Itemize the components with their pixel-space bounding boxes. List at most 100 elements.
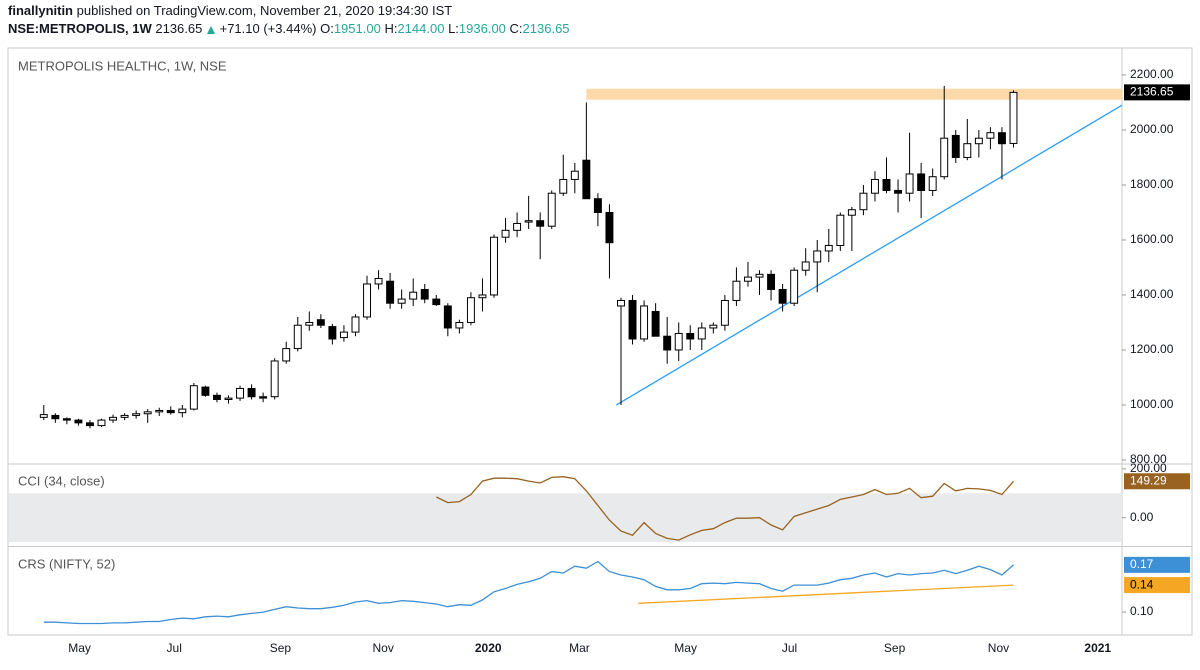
candle-body	[674, 332, 683, 351]
ohlc-label: H:	[384, 21, 398, 36]
candle-body	[386, 280, 395, 304]
candle-body	[305, 321, 314, 326]
y-tick-label: 0.10	[1130, 604, 1154, 618]
price-box-label: 2136.65	[1130, 85, 1174, 99]
candle-body	[466, 297, 475, 323]
candle-body	[917, 173, 926, 191]
candle-body	[443, 305, 452, 329]
candle-body	[282, 348, 291, 362]
trendline	[638, 584, 1014, 604]
candle-body	[501, 229, 510, 238]
indicator-line	[43, 560, 1014, 625]
x-tick-label: May	[68, 641, 91, 655]
candle-body	[697, 327, 706, 340]
x-tick-label: Jul	[782, 641, 797, 655]
ohlc-value: 2136.65	[522, 21, 570, 36]
indicator-line	[436, 476, 1014, 541]
candle-body	[836, 214, 845, 246]
candle-body	[709, 324, 718, 329]
candle-body	[651, 310, 660, 337]
y-tick-label: 0.00	[1130, 510, 1154, 524]
x-tick-label: Sep	[270, 641, 292, 655]
candle-body	[894, 189, 903, 194]
price-box	[1124, 556, 1190, 573]
candle-body	[155, 409, 164, 413]
candle-body	[547, 192, 556, 227]
candle-body	[409, 291, 418, 300]
candle-body	[813, 250, 822, 263]
candle-body	[593, 198, 602, 213]
author: finallynitin	[8, 3, 73, 18]
candle-body	[974, 137, 983, 145]
candle-body	[293, 324, 302, 350]
header: finallynitin published on TradingView.co…	[8, 2, 570, 38]
ohlc: O:1951.00 H:2144.00 L:1936.00 C:2136.65	[320, 21, 569, 36]
candle-body	[339, 331, 348, 339]
candle-body	[801, 261, 810, 271]
ohlc-label: O:	[320, 21, 334, 36]
price-box	[1124, 473, 1190, 490]
change: +71.10 (+3.44%)	[219, 21, 317, 36]
ohlc-label: C:	[509, 21, 523, 36]
candle-body	[628, 299, 637, 340]
panel-title: METROPOLIS HEALTHC, 1W, NSE	[18, 58, 227, 73]
candle-body	[259, 396, 268, 399]
candle-body	[963, 143, 972, 158]
candle-body	[212, 394, 221, 400]
candle-body	[582, 159, 591, 200]
candle-body	[570, 170, 579, 180]
author-line: finallynitin published on TradingView.co…	[8, 2, 570, 20]
candle-body	[882, 178, 891, 191]
candle-body	[928, 176, 937, 191]
candle-body	[663, 335, 672, 351]
candle-body	[617, 299, 625, 307]
panel-title: CRS (NIFTY, 52)	[18, 556, 115, 571]
candle-body	[997, 132, 1006, 145]
candle-body	[524, 220, 533, 223]
candle-body	[109, 416, 118, 421]
candle-body	[432, 298, 441, 306]
candle-body	[986, 132, 995, 139]
candle-body	[767, 273, 776, 290]
up-arrow	[206, 25, 215, 34]
price-box	[1124, 84, 1190, 101]
candle-body	[847, 209, 856, 216]
candle-body	[744, 276, 752, 282]
price-box-label: 0.14	[1130, 577, 1154, 591]
candle-body	[605, 211, 614, 244]
candle-body	[720, 299, 729, 326]
candle-body	[201, 386, 210, 396]
candle-body	[189, 385, 198, 410]
panel-title: CCI (34, close)	[18, 473, 105, 488]
candle-body	[247, 387, 256, 398]
candle-body	[790, 269, 799, 304]
trendline	[616, 104, 1123, 406]
candle-body	[420, 288, 429, 300]
candle-body	[39, 414, 48, 418]
cci-band	[9, 493, 1122, 543]
ohlc-value: 1936.00	[458, 21, 506, 36]
candle-body	[74, 419, 83, 424]
candle-body	[132, 413, 141, 416]
candle-body	[97, 419, 106, 427]
price-box	[1124, 577, 1190, 594]
y-tick-label: 2000.00	[1130, 122, 1174, 136]
candle-body	[870, 178, 879, 194]
candle-body	[824, 244, 833, 252]
candle-body	[143, 411, 152, 415]
y-tick-label: 1000.00	[1130, 397, 1174, 411]
candle-body	[778, 288, 787, 304]
published: published on TradingView.com, November 2…	[76, 3, 453, 18]
ohlc-label: L:	[448, 21, 459, 36]
y-tick-label: 2200.00	[1130, 67, 1174, 81]
candle-body	[363, 283, 371, 318]
y-tick-label: 1800.00	[1130, 177, 1174, 191]
candle-body	[478, 294, 487, 299]
candle-body	[1009, 91, 1018, 144]
y-tick-label: 1600.00	[1130, 232, 1174, 246]
candle-body	[732, 280, 741, 301]
x-tick-label: Nov	[988, 641, 1009, 655]
candle-body	[166, 409, 175, 414]
candle-body	[455, 321, 464, 329]
